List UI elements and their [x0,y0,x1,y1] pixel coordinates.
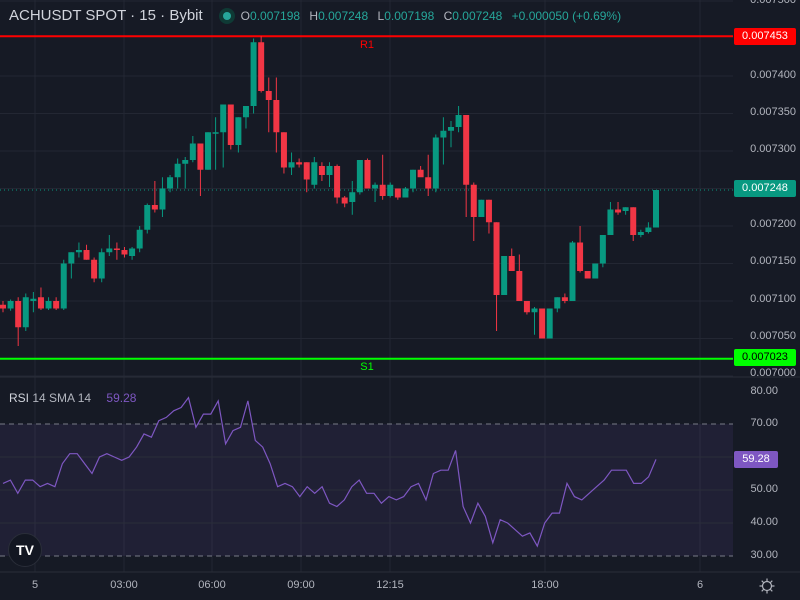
price-tick: 0.007100 [750,293,796,305]
market-status-icon [218,7,235,24]
tradingview-logo[interactable]: TV [8,533,42,567]
time-tick: 5 [31,579,39,591]
price-tick: 0.007300 [750,143,796,155]
support-label: S1 [360,361,374,373]
time-tick: 06:00 [198,579,226,591]
rsi-tick: 80.00 [750,385,778,397]
support-price-tag: 0.007023 [734,349,796,366]
rsi-tick: 30.00 [750,549,778,561]
time-tick: 18:00 [531,579,559,591]
current-price-tag: 0.007248 [734,180,796,197]
change-value: +0.000050 (+0.69%) [511,8,622,23]
price-tick: 0.007050 [750,330,796,342]
rsi-value-tag: 59.28 [734,451,778,468]
low-value: 0.007198 [384,8,435,23]
rsi-tick: 50.00 [750,483,778,495]
ohlc-values: O0.007198 H0.007248 L0.007198 C0.007248 … [240,8,622,23]
symbol-title[interactable]: ACHUSDT SPOT · 15 · Bybit [9,7,203,24]
price-tick: 0.007400 [750,69,796,81]
time-tick: 03:00 [110,579,138,591]
high-value: 0.007248 [318,8,369,23]
time-tick: 09:00 [287,579,315,591]
resistance-price-tag: 0.007453 [734,28,796,45]
close-value: 0.007248 [452,8,503,23]
price-tick: 0.007150 [750,255,796,267]
rsi-legend[interactable]: RSI 14 SMA 14 59.28 [9,391,137,405]
price-tick: 0.007000 [750,367,796,379]
time-tick: 6 [696,579,704,591]
open-value: 0.007198 [250,8,301,23]
rsi-value: 59.28 [106,391,137,405]
price-tick: 0.007200 [750,218,796,230]
settings-gear-icon[interactable] [759,578,775,594]
price-tick: 0.007350 [750,106,796,118]
symbol-legend: ACHUSDT SPOT · 15 · Bybit O0.007198 H0.0… [9,7,621,24]
time-tick: 12:15 [376,579,404,591]
resistance-label: R1 [359,39,375,51]
rsi-tick: 40.00 [750,516,778,528]
price-tick: 0.007500 [750,0,796,6]
rsi-tick: 70.00 [750,417,778,429]
